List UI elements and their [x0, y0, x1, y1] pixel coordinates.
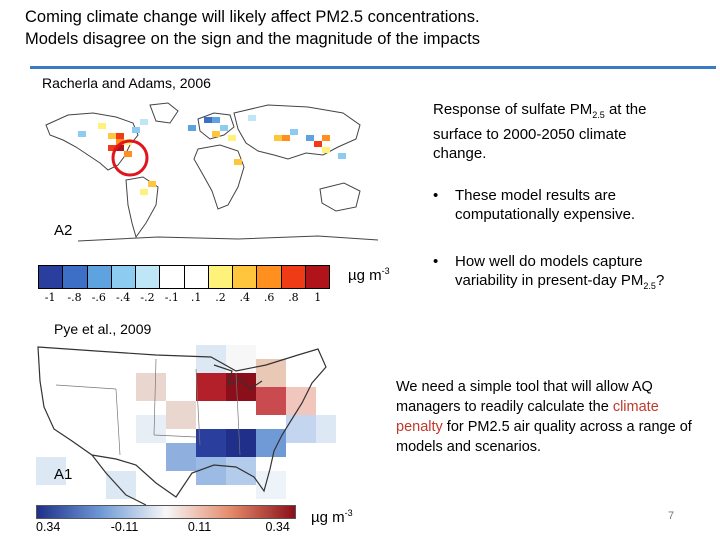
top-map-citation: Racherla and Adams, 2006	[42, 75, 211, 91]
top-colorbar: -1 -.8 -.6 -.4 -.2 -.1 .1 .2 .4 .6 .8 1	[38, 265, 330, 304]
top-colorbar-swatch	[183, 266, 208, 288]
title-line-2: Models disagree on the sign and the magn…	[25, 30, 480, 48]
top-colorbar-tick: -.4	[116, 291, 131, 304]
slide-title: Coming climate change will likely affect…	[25, 6, 480, 50]
title-divider	[30, 66, 716, 69]
top-colorbar-swatch	[110, 266, 135, 288]
bottom-colorbar-tick: 0.34	[265, 520, 290, 534]
top-colorbar-tick: .8	[288, 291, 299, 304]
top-colorbar-swatch	[39, 266, 63, 288]
top-colorbar-swatch	[256, 266, 281, 288]
top-colorbar-swatch	[135, 266, 160, 288]
top-colorbar-tick: -.6	[91, 291, 106, 304]
top-units-label: µg m-3	[348, 266, 390, 284]
bottom-scenario-label: A1	[54, 466, 73, 483]
top-colorbar-tick: 1	[314, 291, 322, 304]
top-colorbar-swatch	[304, 266, 329, 288]
top-colorbar-swatch	[207, 266, 232, 288]
top-colorbar-swatch	[159, 266, 184, 288]
bullet-computational-cost: • These model results are computationally…	[433, 187, 636, 223]
map-caption: Response of sulfate PM2.5 at the surface…	[433, 101, 647, 162]
bottom-colorbar-tick: -0.11	[110, 520, 139, 534]
top-colorbar-tick: -1	[44, 291, 56, 304]
top-colorbar-tick: .4	[239, 291, 251, 304]
top-colorbar-swatch	[62, 266, 87, 288]
climate-penalty-highlight: climate penalty	[396, 399, 659, 435]
conclusion-text: We need a simple tool that will allow AQ…	[396, 379, 692, 455]
top-colorbar-tick: .2	[215, 291, 226, 304]
bottom-colorbar: 0.34 -0.11 0.11 0.34	[36, 505, 296, 536]
bottom-colorbar-tick: 0.34	[36, 520, 61, 534]
global-sulfate-map	[38, 95, 398, 245]
bottom-units-label: µg m-3	[311, 508, 353, 526]
highlight-circle	[111, 139, 149, 177]
top-colorbar-tick: .6	[263, 291, 275, 304]
page-number: 7	[668, 510, 675, 522]
top-colorbar-tick: .1	[190, 291, 202, 304]
top-colorbar-swatch	[232, 266, 257, 288]
top-colorbar-tick: -.8	[67, 291, 82, 304]
top-colorbar-tick: -.2	[140, 291, 155, 304]
top-colorbar-tick: -.1	[164, 291, 179, 304]
top-scenario-label: A2	[54, 222, 73, 239]
us-sulfate-map	[36, 345, 336, 505]
bottom-map-citation: Pye et al., 2009	[54, 321, 152, 337]
bullet-model-variability: • How well do models capture variability …	[433, 253, 665, 291]
bottom-colorbar-tick: 0.11	[187, 520, 212, 534]
title-line-1: Coming climate change will likely affect…	[25, 8, 480, 26]
top-colorbar-swatch	[280, 266, 305, 288]
top-colorbar-swatch	[86, 266, 111, 288]
